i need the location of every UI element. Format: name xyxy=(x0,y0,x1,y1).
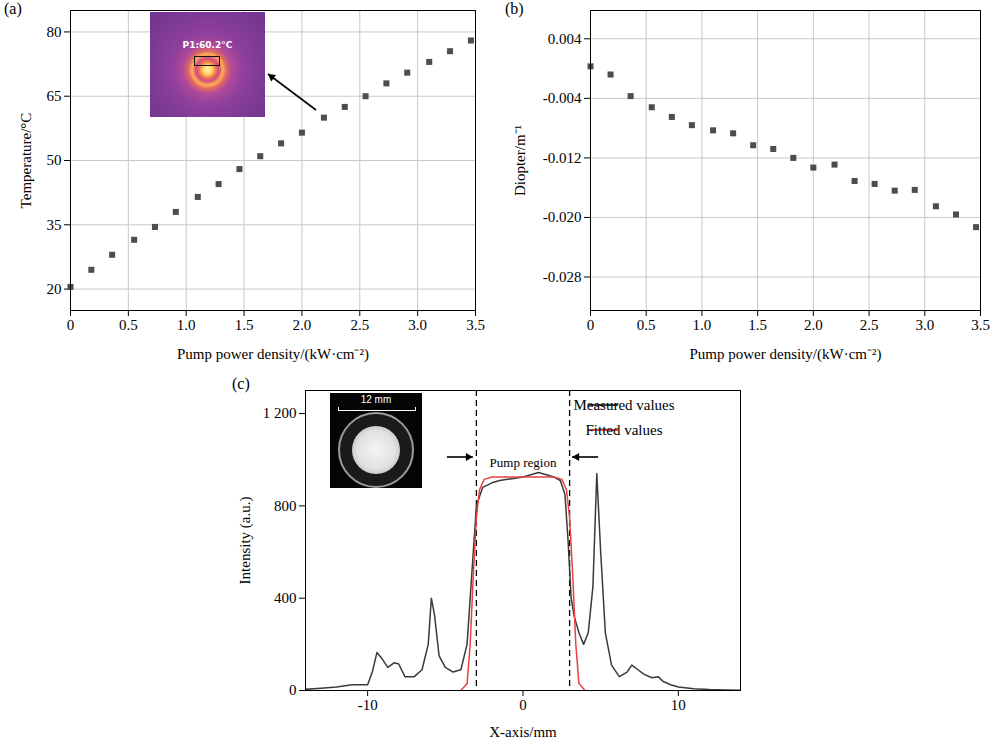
svg-text:2.0: 2.0 xyxy=(293,317,312,333)
svg-text:Intensity (a.u.): Intensity (a.u.) xyxy=(237,497,254,585)
svg-text:800: 800 xyxy=(274,498,297,514)
svg-text:3.5: 3.5 xyxy=(971,317,990,333)
svg-text:Pump power density/(kW·cm⁻²): Pump power density/(kW·cm⁻²) xyxy=(177,346,369,363)
svg-text:-0.012: -0.012 xyxy=(543,150,582,166)
svg-text:3.0: 3.0 xyxy=(408,317,427,333)
svg-text:20: 20 xyxy=(47,281,62,297)
svg-text:-0.020: -0.020 xyxy=(543,209,582,225)
svg-text:Pump power density/(kW·cm⁻²): Pump power density/(kW·cm⁻²) xyxy=(690,346,882,363)
svg-text:Fitted values: Fitted values xyxy=(585,422,662,438)
html-text:P1:60.2°C: P1:60.2°C xyxy=(182,40,233,50)
svg-text:Temperature/°C: Temperature/°C xyxy=(18,113,34,209)
svg-text:10: 10 xyxy=(671,697,686,713)
html-text:12 mm: 12 mm xyxy=(360,394,392,405)
svg-text:80: 80 xyxy=(47,24,62,40)
svg-text:Diopter/m⁻¹: Diopter/m⁻¹ xyxy=(512,125,528,196)
svg-text:1.0: 1.0 xyxy=(177,317,196,333)
svg-text:50: 50 xyxy=(47,152,62,168)
html-text:(b): (b) xyxy=(505,0,524,17)
svg-text:2.0: 2.0 xyxy=(804,317,823,333)
svg-text:-0.004: -0.004 xyxy=(543,90,582,106)
svg-text:0.5: 0.5 xyxy=(637,317,656,333)
svg-text:1.5: 1.5 xyxy=(748,317,767,333)
svg-text:0: 0 xyxy=(519,697,527,713)
svg-text:-0.028: -0.028 xyxy=(543,269,582,285)
html-text:(a): (a) xyxy=(4,0,22,17)
html-text:(c): (c) xyxy=(232,375,250,392)
svg-text:0: 0 xyxy=(587,317,595,333)
svg-text:0: 0 xyxy=(289,682,297,698)
svg-text:1 200: 1 200 xyxy=(263,405,297,421)
svg-text:400: 400 xyxy=(274,590,297,606)
svg-text:2.5: 2.5 xyxy=(350,317,369,333)
svg-text:3.0: 3.0 xyxy=(915,317,934,333)
svg-text:65: 65 xyxy=(47,88,62,104)
svg-text:Pump region: Pump region xyxy=(490,455,557,470)
svg-text:2.5: 2.5 xyxy=(860,317,879,333)
svg-text:1.5: 1.5 xyxy=(235,317,254,333)
svg-text:Measured values: Measured values xyxy=(573,397,674,413)
svg-text:0: 0 xyxy=(67,317,75,333)
svg-text:X-axis/mm: X-axis/mm xyxy=(489,724,557,740)
svg-text:-10: -10 xyxy=(358,697,378,713)
svg-text:0.004: 0.004 xyxy=(548,31,582,47)
svg-text:0.5: 0.5 xyxy=(119,317,138,333)
svg-text:1.0: 1.0 xyxy=(693,317,712,333)
svg-text:3.5: 3.5 xyxy=(466,317,485,333)
svg-text:35: 35 xyxy=(47,217,62,233)
